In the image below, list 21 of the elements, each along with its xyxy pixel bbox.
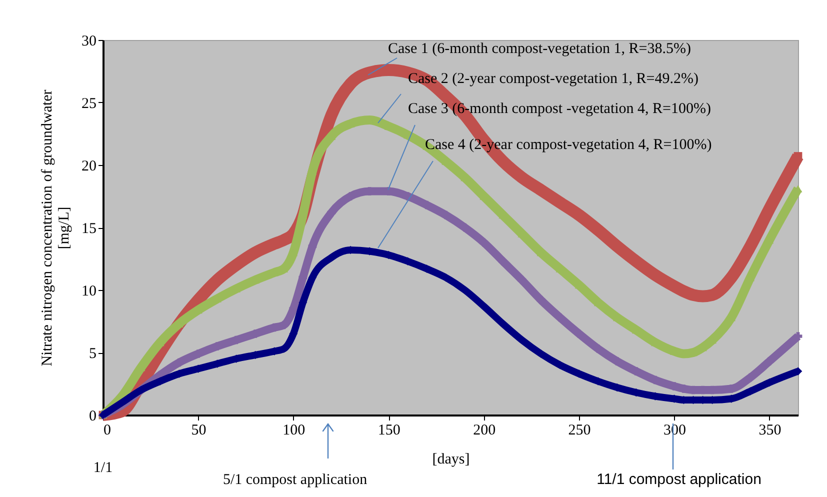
y-tick-label: 5 (89, 346, 96, 362)
text: 11/1 compost application (596, 471, 762, 488)
text: 1/1 (93, 460, 113, 476)
y-tick-label: 30 (82, 34, 96, 50)
y-axis-title: Nitrate nitrogen concentration of groundwater [mg/L] (40, 90, 72, 366)
x-tick-label: 100 (282, 422, 306, 438)
x-tick-label: 350 (758, 422, 782, 438)
y-tick-label: 25 (82, 96, 96, 112)
x-tick-label: 150 (378, 422, 400, 438)
x-tick-label: 200 (473, 422, 496, 438)
y-tick-label: 10 (82, 284, 96, 300)
y-tick-label: 0 (89, 408, 96, 424)
text: 5/1 compost application (222, 472, 368, 488)
x-tick-label: 0 (104, 422, 111, 438)
x-tick-label: 50 (191, 422, 206, 438)
point (794, 332, 802, 340)
x-axis-title: [days] (432, 452, 470, 468)
x-tick-label: 250 (568, 422, 591, 438)
series-label: Case 1 (6-month compost-vegetation 1, R=38.5%) (388, 41, 691, 57)
y-tick-label: 20 (82, 158, 96, 174)
y-tick-label: 15 (82, 221, 96, 237)
